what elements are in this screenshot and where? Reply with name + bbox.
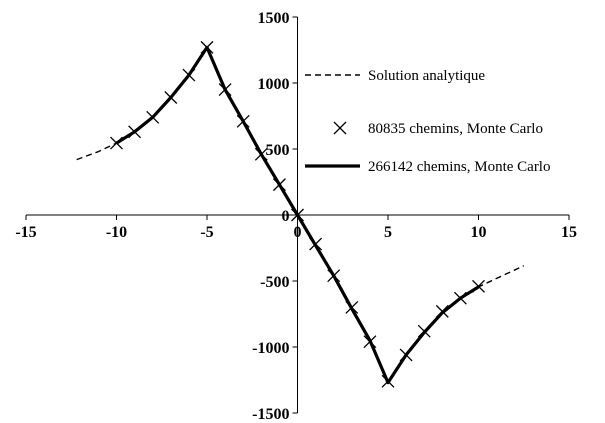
legend-swatch-80835	[333, 121, 347, 135]
data-point-80835	[291, 208, 304, 222]
plot-area	[76, 40, 525, 388]
legend-label-80835: 80835 chemins, Monte Carlo	[368, 121, 543, 137]
x-tick-label: -10	[106, 224, 127, 241]
data-point-80835	[309, 237, 323, 251]
legend-label-analytic: Solution analytique	[368, 68, 485, 84]
x-tick-label: -5	[200, 224, 213, 241]
data-point-80835	[200, 40, 214, 54]
y-tick-label: 500	[266, 142, 290, 159]
data-point-80835	[164, 91, 178, 104]
data-point-80835	[182, 68, 196, 82]
x-tick-label: 5	[384, 224, 392, 241]
data-point-80835	[345, 300, 359, 314]
x-tick-label: 10	[471, 224, 487, 241]
legend: Solution analytique 80835 chemins, Monte …	[305, 68, 550, 175]
data-point-80835	[254, 147, 268, 161]
data-point-80835	[272, 178, 286, 192]
legend-label-266142: 266142 chemins, Monte Carlo	[368, 159, 550, 175]
y-tick-label: 0	[282, 208, 290, 225]
data-point-80835	[327, 269, 341, 283]
data-point-80835	[381, 374, 395, 388]
data-point-80835	[236, 114, 250, 128]
x-tick-label: -15	[15, 224, 36, 241]
y-tick-label: -1500	[252, 406, 289, 423]
data-point-80835	[417, 324, 431, 338]
data-point-80835	[218, 83, 232, 97]
data-point-80835	[399, 348, 413, 362]
data-point-80835	[110, 136, 123, 150]
x-tick-label: 0	[294, 224, 302, 241]
data-point-80835	[435, 304, 449, 318]
data-point-80835	[453, 291, 467, 305]
y-tick-label: 1500	[258, 10, 290, 27]
data-point-80835	[363, 335, 377, 349]
y-tick-label: -1000	[252, 340, 289, 357]
y-tick-label: -500	[260, 274, 289, 291]
data-point-80835	[128, 125, 142, 139]
data-point-80835	[146, 110, 160, 124]
y-tick-label: 1000	[258, 76, 290, 93]
tick-labels: -15 -10 -5 0 5 10 15 -1500 -1000 -500 0 500 1000 1500	[15, 10, 577, 423]
x-tick-label: 15	[561, 224, 577, 241]
data-point-80835	[472, 279, 485, 293]
